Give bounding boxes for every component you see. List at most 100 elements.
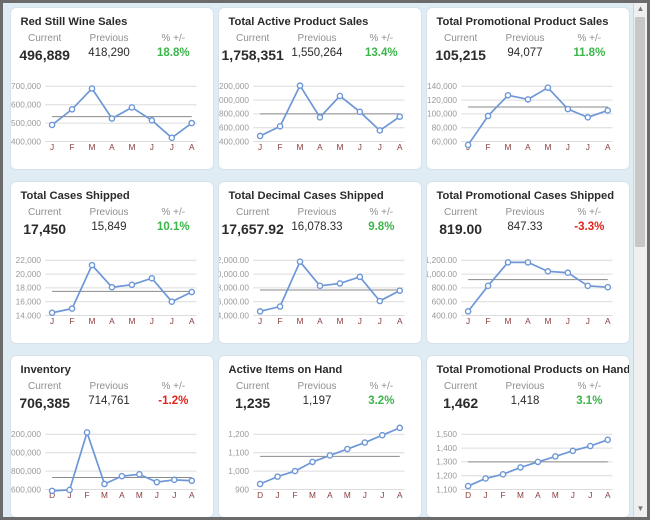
- svg-text:F: F: [485, 142, 490, 152]
- svg-text:1,400,000: 1,400,000: [219, 136, 249, 146]
- svg-text:F: F: [485, 316, 490, 326]
- svg-text:18,000.00: 18,000.00: [219, 283, 249, 293]
- svg-text:J: J: [275, 490, 279, 500]
- svg-text:J: J: [50, 142, 54, 152]
- svg-text:M: M: [101, 490, 108, 500]
- svg-text:M: M: [544, 142, 551, 152]
- svg-text:M: M: [128, 316, 135, 326]
- svg-text:J: J: [466, 316, 470, 326]
- svg-text:J: J: [585, 142, 589, 152]
- svg-text:J: J: [362, 490, 366, 500]
- svg-text:J: J: [149, 142, 153, 152]
- svg-text:20,000.00: 20,000.00: [219, 269, 249, 279]
- svg-text:A: A: [109, 316, 115, 326]
- svg-text:M: M: [296, 316, 303, 326]
- svg-text:A: A: [604, 490, 610, 500]
- svg-text:800,000: 800,000: [11, 466, 41, 476]
- svg-text:J: J: [149, 316, 153, 326]
- svg-text:M: M: [504, 142, 511, 152]
- svg-text:14,000: 14,000: [15, 310, 41, 320]
- svg-text:M: M: [336, 142, 343, 152]
- svg-text:A: A: [188, 490, 194, 500]
- svg-text:A: A: [396, 142, 402, 152]
- svg-text:16,000: 16,000: [15, 297, 41, 307]
- svg-text:A: A: [525, 142, 531, 152]
- svg-text:A: A: [188, 316, 194, 326]
- svg-text:1,100: 1,100: [436, 484, 457, 494]
- svg-text:A: A: [317, 316, 323, 326]
- svg-text:16,000.00: 16,000.00: [219, 297, 249, 307]
- svg-text:1,400: 1,400: [436, 443, 457, 453]
- svg-text:M: M: [551, 490, 558, 500]
- svg-text:J: J: [380, 490, 384, 500]
- svg-text:14,000.00: 14,000.00: [219, 310, 249, 320]
- svg-text:M: M: [309, 490, 316, 500]
- svg-text:F: F: [277, 142, 282, 152]
- svg-text:1,000.00: 1,000.00: [427, 269, 457, 279]
- svg-text:F: F: [292, 490, 297, 500]
- svg-text:J: J: [154, 490, 158, 500]
- svg-text:A: A: [327, 490, 333, 500]
- svg-text:1,000: 1,000: [228, 466, 249, 476]
- svg-text:A: A: [119, 490, 125, 500]
- svg-text:M: M: [336, 316, 343, 326]
- svg-text:M: M: [504, 316, 511, 326]
- svg-text:140,000: 140,000: [427, 81, 457, 91]
- svg-text:M: M: [343, 490, 350, 500]
- svg-text:F: F: [69, 316, 74, 326]
- svg-text:J: J: [483, 490, 487, 500]
- svg-text:1,200: 1,200: [436, 471, 457, 481]
- svg-text:600,000: 600,000: [11, 100, 41, 110]
- svg-text:500,000: 500,000: [11, 118, 41, 128]
- svg-text:J: J: [565, 316, 569, 326]
- svg-text:1,600,000: 1,600,000: [219, 123, 249, 133]
- svg-text:M: M: [517, 490, 524, 500]
- svg-text:20,000: 20,000: [15, 269, 41, 279]
- svg-text:22,000.00: 22,000.00: [219, 255, 249, 265]
- svg-text:D: D: [465, 490, 471, 500]
- svg-text:J: J: [377, 316, 381, 326]
- svg-text:J: J: [585, 316, 589, 326]
- svg-text:J: J: [169, 316, 173, 326]
- svg-text:600.00: 600.00: [431, 297, 457, 307]
- svg-text:1,000,000: 1,000,000: [11, 448, 41, 458]
- svg-text:A: A: [109, 142, 115, 152]
- svg-text:400,000: 400,000: [11, 136, 41, 146]
- svg-text:J: J: [377, 142, 381, 152]
- svg-text:M: M: [88, 316, 95, 326]
- svg-text:J: J: [169, 142, 173, 152]
- svg-text:1,300: 1,300: [436, 457, 457, 467]
- svg-text:A: A: [604, 316, 610, 326]
- svg-text:J: J: [357, 142, 361, 152]
- svg-text:F: F: [84, 490, 89, 500]
- svg-text:J: J: [570, 490, 574, 500]
- svg-text:M: M: [88, 142, 95, 152]
- svg-text:600,000: 600,000: [11, 484, 41, 494]
- svg-text:J: J: [565, 142, 569, 152]
- svg-text:700,000: 700,000: [11, 81, 41, 91]
- svg-text:80,000: 80,000: [431, 123, 457, 133]
- svg-text:A: A: [525, 316, 531, 326]
- svg-text:900: 900: [235, 484, 249, 494]
- svg-text:J: J: [258, 316, 262, 326]
- svg-text:M: M: [135, 490, 142, 500]
- svg-text:60,000: 60,000: [431, 136, 457, 146]
- svg-text:2,200,000: 2,200,000: [219, 81, 249, 91]
- svg-text:F: F: [500, 490, 505, 500]
- svg-text:1,800,000: 1,800,000: [219, 109, 249, 119]
- svg-text:A: A: [317, 142, 323, 152]
- svg-text:J: J: [588, 490, 592, 500]
- svg-text:J: J: [172, 490, 176, 500]
- svg-text:M: M: [128, 142, 135, 152]
- svg-text:1,200.00: 1,200.00: [427, 255, 457, 265]
- svg-text:J: J: [50, 316, 54, 326]
- svg-text:A: A: [396, 490, 402, 500]
- svg-text:A: A: [604, 142, 610, 152]
- svg-text:800.00: 800.00: [431, 283, 457, 293]
- svg-text:J: J: [357, 316, 361, 326]
- svg-text:A: A: [535, 490, 541, 500]
- svg-text:400.00: 400.00: [431, 310, 457, 320]
- svg-text:F: F: [277, 316, 282, 326]
- svg-text:120,000: 120,000: [427, 95, 457, 105]
- svg-text:2,000,000: 2,000,000: [219, 95, 249, 105]
